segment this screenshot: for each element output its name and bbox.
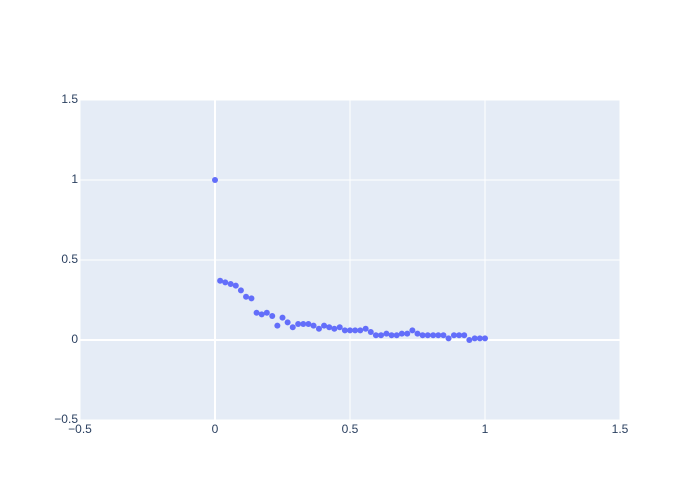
point xyxy=(466,337,473,343)
point xyxy=(284,319,291,326)
point xyxy=(212,177,218,183)
point xyxy=(419,332,426,339)
y-tick-label: 1.5 xyxy=(61,92,78,106)
point xyxy=(321,322,328,329)
y-tick-label: 0 xyxy=(71,332,78,346)
x-tick-label: 1 xyxy=(482,422,489,436)
point xyxy=(456,332,463,339)
point xyxy=(378,332,385,339)
point xyxy=(237,287,244,294)
y-tick-label: −0.5 xyxy=(54,412,78,426)
point xyxy=(248,295,255,302)
point xyxy=(357,327,364,334)
point xyxy=(347,327,353,334)
point xyxy=(393,332,400,339)
point xyxy=(476,335,483,342)
point xyxy=(263,309,270,316)
point xyxy=(409,327,416,334)
point xyxy=(289,324,296,331)
x-tick-label: −0.5 xyxy=(68,422,92,436)
point xyxy=(258,311,265,318)
point xyxy=(398,330,405,337)
point xyxy=(331,325,338,332)
point xyxy=(362,325,369,332)
point xyxy=(222,279,229,286)
point xyxy=(253,309,260,316)
point xyxy=(269,313,276,319)
point xyxy=(367,329,374,335)
point xyxy=(315,325,322,332)
point xyxy=(414,330,421,337)
point xyxy=(445,335,452,342)
point xyxy=(300,321,307,327)
point xyxy=(341,327,348,334)
point xyxy=(471,335,478,342)
point xyxy=(383,330,390,337)
y-tick-label: 0.5 xyxy=(61,252,78,266)
point xyxy=(274,322,281,329)
point xyxy=(326,324,333,331)
point xyxy=(243,293,250,300)
point xyxy=(279,314,286,321)
point xyxy=(461,332,468,339)
point xyxy=(424,332,431,339)
point xyxy=(440,332,447,339)
point xyxy=(232,282,239,289)
point xyxy=(352,327,359,334)
point xyxy=(295,321,302,327)
point xyxy=(404,330,411,337)
point xyxy=(482,335,488,342)
point xyxy=(227,281,234,287)
point xyxy=(435,332,442,339)
point xyxy=(430,332,437,339)
x-tick-label: 1.5 xyxy=(612,422,629,436)
point xyxy=(217,277,224,284)
point xyxy=(450,332,457,339)
point xyxy=(336,324,343,331)
point xyxy=(388,332,395,339)
y-tick-label: 1 xyxy=(71,172,78,186)
x-tick-label: 0.5 xyxy=(342,422,359,436)
point xyxy=(310,322,317,329)
point xyxy=(305,321,312,327)
point xyxy=(372,332,379,339)
x-tick-label: 0 xyxy=(212,422,219,436)
